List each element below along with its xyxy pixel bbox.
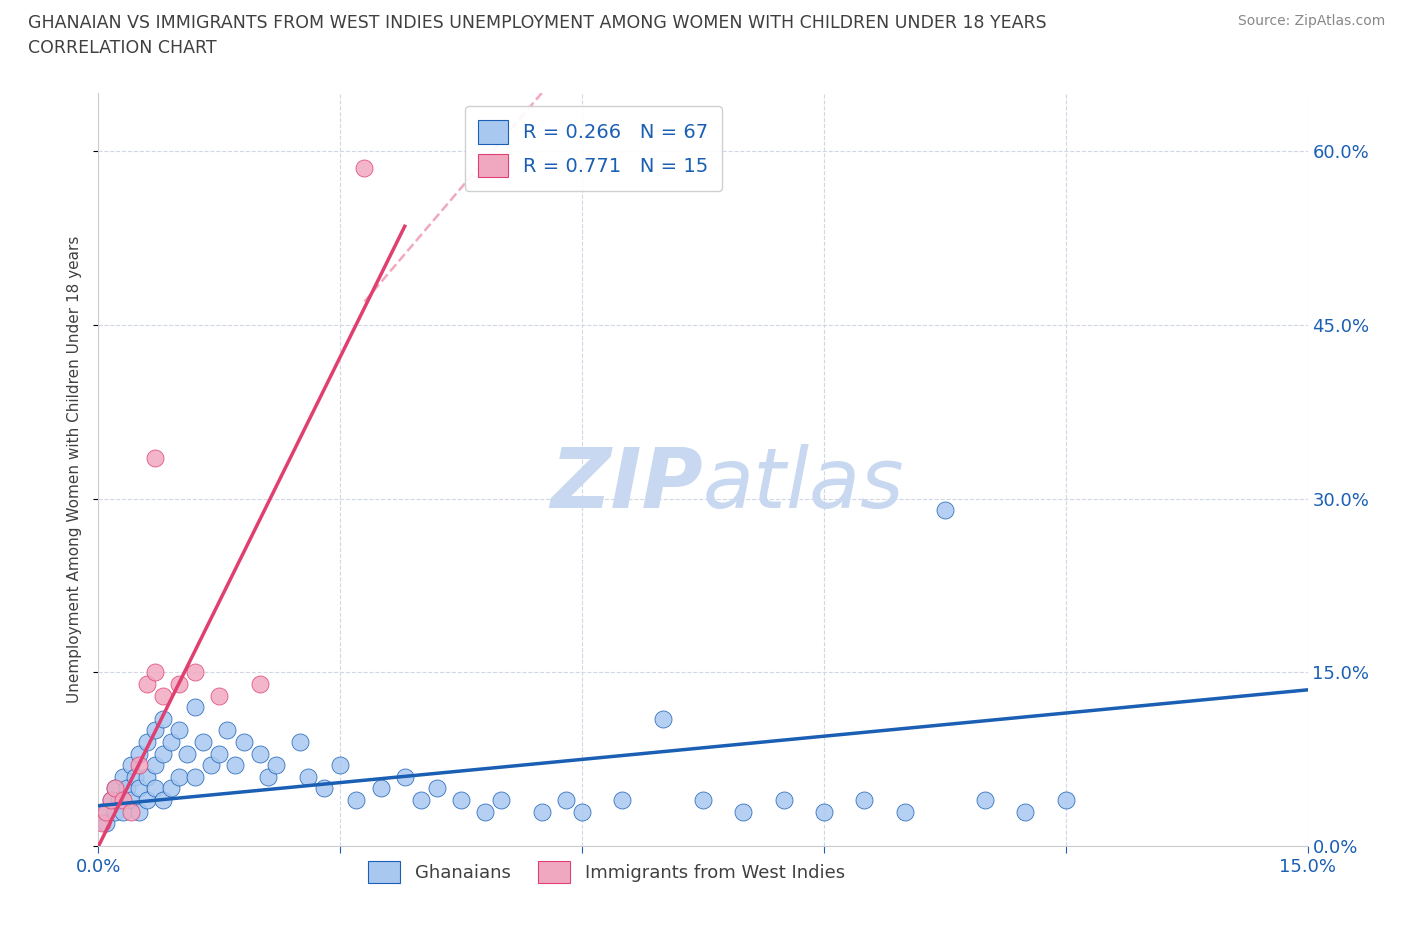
Point <box>893 804 915 819</box>
Point <box>152 792 174 807</box>
Point <box>264 758 287 773</box>
Point <box>1054 792 1077 807</box>
Point <box>111 792 134 807</box>
Y-axis label: Unemployment Among Women with Children Under 18 years: Unemployment Among Women with Children U… <box>67 236 83 703</box>
Point <box>733 804 755 819</box>
Point <box>120 792 142 807</box>
Point <box>297 769 319 784</box>
Point <box>329 758 352 773</box>
Point <box>184 665 207 680</box>
Point <box>128 746 150 761</box>
Point <box>224 758 246 773</box>
Point <box>128 758 150 773</box>
Point <box>474 804 496 819</box>
Point <box>555 792 578 807</box>
Text: Source: ZipAtlas.com: Source: ZipAtlas.com <box>1237 14 1385 28</box>
Point <box>692 792 714 807</box>
Point <box>115 781 138 796</box>
Point <box>91 816 114 830</box>
Point <box>200 758 222 773</box>
Point <box>184 769 207 784</box>
Point <box>143 723 166 737</box>
Point <box>256 769 278 784</box>
Point <box>96 804 118 819</box>
Point <box>217 723 239 737</box>
Point <box>344 792 367 807</box>
Point <box>193 735 215 750</box>
Point <box>100 792 122 807</box>
Point <box>394 769 416 784</box>
Point <box>232 735 254 750</box>
Point <box>426 781 449 796</box>
Point <box>103 804 125 819</box>
Point <box>249 746 271 761</box>
Point <box>208 746 231 761</box>
Point <box>772 792 794 807</box>
Point <box>853 792 876 807</box>
Point <box>135 677 157 692</box>
Point <box>103 781 125 796</box>
Point <box>100 792 122 807</box>
Point <box>974 792 997 807</box>
Text: CORRELATION CHART: CORRELATION CHART <box>28 39 217 57</box>
Point <box>1014 804 1036 819</box>
Point <box>124 769 146 784</box>
Point <box>370 781 392 796</box>
Point <box>288 735 311 750</box>
Point <box>409 792 432 807</box>
Point <box>167 769 190 784</box>
Point <box>143 665 166 680</box>
Point <box>353 161 375 176</box>
Point <box>249 677 271 692</box>
Point <box>120 804 142 819</box>
Point <box>135 769 157 784</box>
Point <box>208 688 231 703</box>
Point <box>571 804 593 819</box>
Point <box>934 503 956 518</box>
Point <box>314 781 336 796</box>
Point <box>450 792 472 807</box>
Point <box>176 746 198 761</box>
Point <box>111 769 134 784</box>
Point <box>651 711 673 726</box>
Legend: Ghanaians, Immigrants from West Indies: Ghanaians, Immigrants from West Indies <box>360 854 852 890</box>
Point <box>167 677 190 692</box>
Point <box>143 451 166 466</box>
Point <box>143 781 166 796</box>
Point <box>184 699 207 714</box>
Point <box>160 735 183 750</box>
Point <box>135 792 157 807</box>
Text: ZIP: ZIP <box>550 445 703 525</box>
Point <box>107 792 129 807</box>
Point <box>135 735 157 750</box>
Point <box>111 804 134 819</box>
Point <box>143 758 166 773</box>
Point <box>612 792 634 807</box>
Point <box>152 746 174 761</box>
Point <box>152 688 174 703</box>
Point <box>103 781 125 796</box>
Point <box>813 804 835 819</box>
Point <box>530 804 553 819</box>
Text: atlas: atlas <box>703 445 904 525</box>
Point <box>128 781 150 796</box>
Point <box>491 792 513 807</box>
Point <box>160 781 183 796</box>
Point <box>152 711 174 726</box>
Point <box>128 804 150 819</box>
Point <box>120 758 142 773</box>
Point <box>96 816 118 830</box>
Point <box>91 804 114 819</box>
Point <box>167 723 190 737</box>
Text: GHANAIAN VS IMMIGRANTS FROM WEST INDIES UNEMPLOYMENT AMONG WOMEN WITH CHILDREN U: GHANAIAN VS IMMIGRANTS FROM WEST INDIES … <box>28 14 1046 32</box>
